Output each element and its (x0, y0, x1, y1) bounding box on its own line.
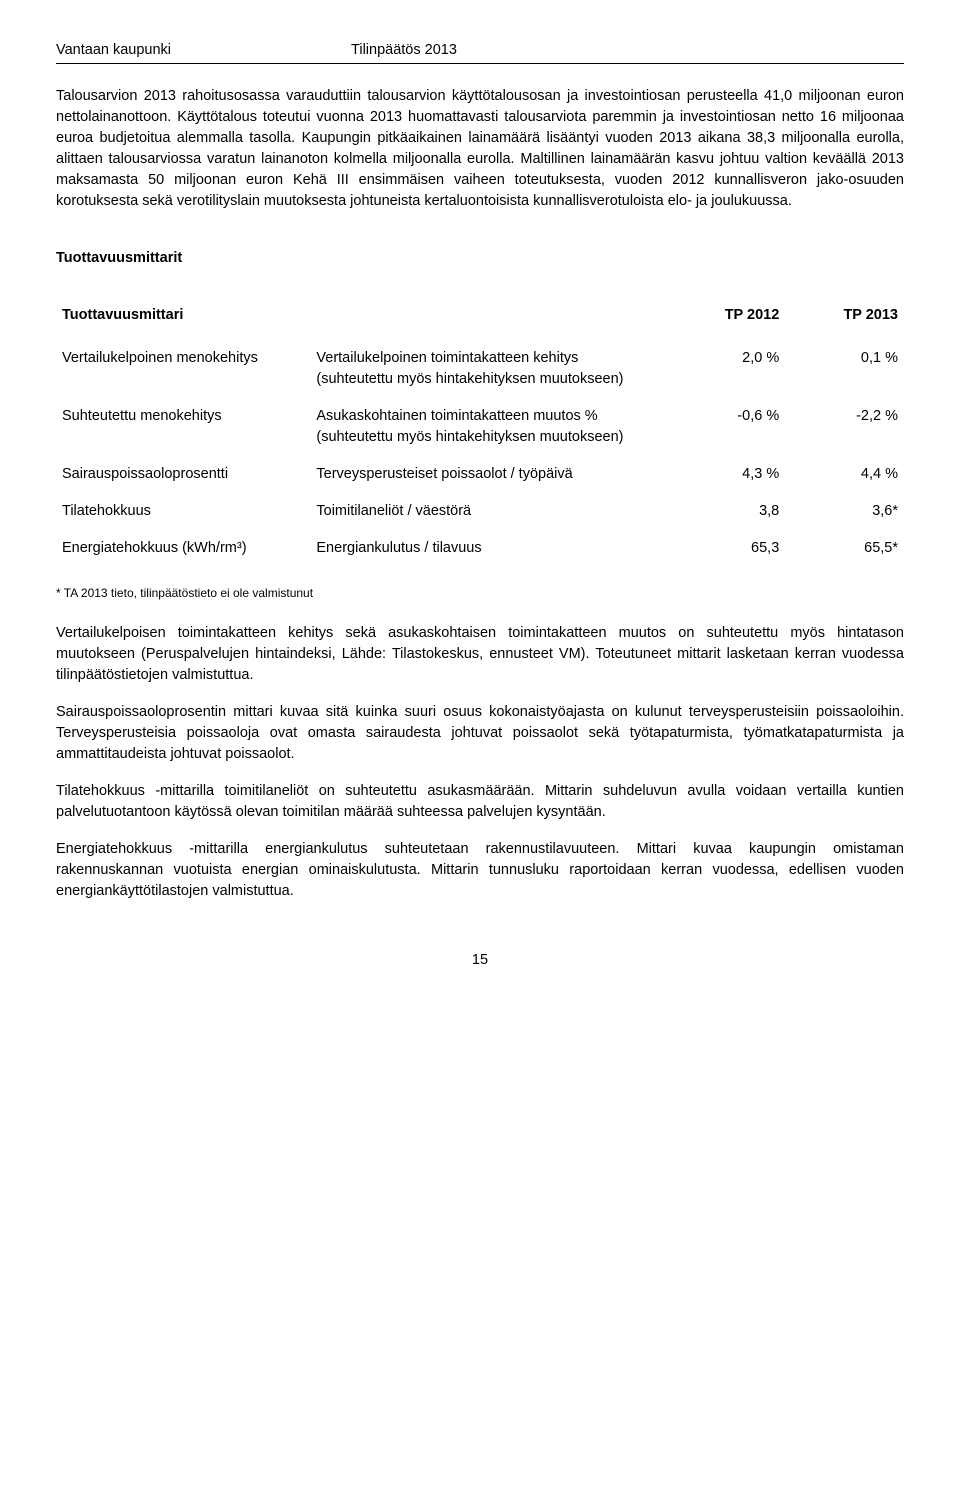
table-row: Energiatehokkuus (kWh/rm³)Energiankulutu… (56, 530, 904, 567)
table-row: SairauspoissaoloprosenttiTerveysperustei… (56, 456, 904, 493)
metric-desc: Asukaskohtainen toimintakatteen muutos %… (310, 398, 666, 456)
metric-desc: Energiankulutus / tilavuus (310, 530, 666, 567)
metric-name: Energiatehokkuus (kWh/rm³) (56, 530, 310, 567)
metric-val-2013: 65,5* (785, 530, 904, 567)
table-row: Suhteutettu menokehitysAsukaskohtainen t… (56, 398, 904, 456)
metric-desc: Terveysperusteiset poissaolot / työpäivä (310, 456, 666, 493)
metric-val-2013: 4,4 % (785, 456, 904, 493)
table-head-label: Tuottavuusmittari (56, 297, 667, 340)
metric-name: Suhteutettu menokehitys (56, 398, 310, 456)
table-head-col2: TP 2013 (785, 297, 904, 340)
metric-val-2012: -0,6 % (667, 398, 786, 456)
metric-val-2013: 0,1 % (785, 340, 904, 398)
metric-name: Tilatehokkuus (56, 493, 310, 530)
body-para: Energiatehokkuus -mittarilla energiankul… (56, 839, 904, 902)
body-para: Tilatehokkuus -mittarilla toimitilaneliö… (56, 781, 904, 823)
page-header: Vantaan kaupunki Tilinpäätös 2013 (56, 40, 904, 64)
metric-val-2012: 2,0 % (667, 340, 786, 398)
body-para: Vertailukelpoisen toimintakatteen kehity… (56, 623, 904, 686)
metrics-table: Tuottavuusmittari TP 2012 TP 2013 Vertai… (56, 297, 904, 567)
table-row: TilatehokkuusToimitilaneliöt / väestörä3… (56, 493, 904, 530)
table-head-col1: TP 2012 (667, 297, 786, 340)
table-row: Vertailukelpoinen menokehitysVertailukel… (56, 340, 904, 398)
page-number: 15 (56, 950, 904, 971)
header-right: Tilinpäätös 2013 (351, 40, 457, 61)
metric-name: Sairauspoissaoloprosentti (56, 456, 310, 493)
metric-name: Vertailukelpoinen menokehitys (56, 340, 310, 398)
metric-val-2013: 3,6* (785, 493, 904, 530)
body-para: Sairauspoissaoloprosentin mittari kuvaa … (56, 702, 904, 765)
metric-desc: Toimitilaneliöt / väestörä (310, 493, 666, 530)
intro-paragraph: Talousarvion 2013 rahoitusosassa varaudu… (56, 86, 904, 212)
metric-val-2012: 4,3 % (667, 456, 786, 493)
header-left: Vantaan kaupunki (56, 40, 171, 61)
metric-val-2012: 65,3 (667, 530, 786, 567)
table-footnote: * TA 2013 tieto, tilinpäätöstieto ei ole… (56, 585, 904, 602)
metric-desc: Vertailukelpoinen toimintakatteen kehity… (310, 340, 666, 398)
section-heading: Tuottavuusmittarit (56, 248, 904, 269)
metric-val-2012: 3,8 (667, 493, 786, 530)
metric-val-2013: -2,2 % (785, 398, 904, 456)
